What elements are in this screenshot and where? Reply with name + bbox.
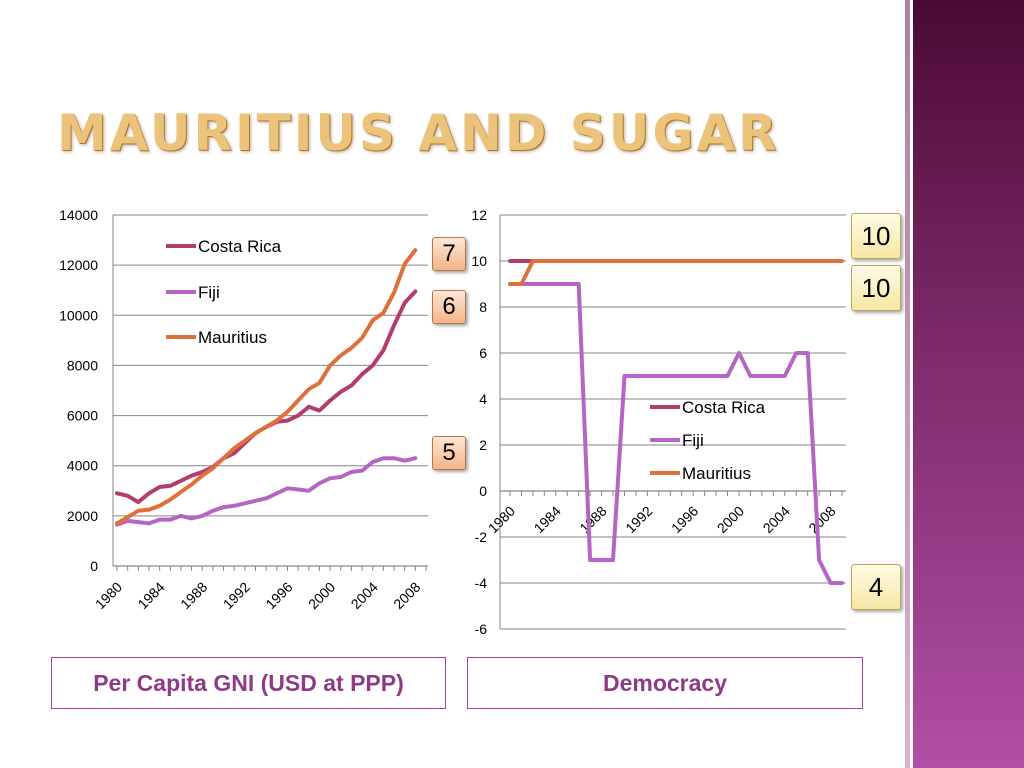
badge-mauritius-democracy: 10: [851, 265, 901, 311]
side-band: [913, 0, 1024, 768]
x-tick-label: 1988: [177, 579, 210, 612]
x-tick-label: 2004: [760, 503, 793, 536]
x-tick-label: 1996: [668, 503, 701, 536]
x-tick-label: 1992: [220, 579, 253, 612]
side-stripe: [905, 0, 910, 768]
x-tick-label: 1988: [576, 503, 609, 536]
legend-label-mauritius: Mauritius: [682, 464, 751, 483]
x-tick-label: 2008: [390, 579, 423, 612]
x-tick-label: 2004: [348, 579, 381, 612]
legend-label-costa-rica: Costa Rica: [198, 237, 282, 256]
caption-gni: Per Capita GNI (USD at PPP): [51, 657, 446, 709]
y-tick-label: 6000: [67, 408, 98, 424]
y-tick-label: 10000: [59, 307, 98, 323]
legend-label-fiji: Fiji: [682, 431, 704, 450]
legend-label-costa-rica: Costa Rica: [682, 398, 766, 417]
legend-label-mauritius: Mauritius: [198, 328, 267, 347]
y-tick-label: 8000: [67, 357, 98, 373]
y-tick-label: 14000: [59, 207, 98, 223]
y-tick-label: 0: [479, 483, 487, 499]
y-tick-label: 10: [471, 253, 487, 269]
y-tick-label: 4: [479, 391, 487, 407]
legend-label-fiji: Fiji: [198, 283, 220, 302]
x-tick-label: 1984: [134, 579, 167, 612]
badge-fiji-democracy: 4: [851, 564, 901, 610]
series-line-mauritius: [115, 248, 418, 526]
y-tick-label: -2: [475, 529, 488, 545]
x-tick-label: 2000: [305, 579, 338, 612]
x-tick-label: 1984: [531, 503, 564, 536]
x-tick-label: 2000: [714, 503, 747, 536]
badge-costa-rica-democracy: 10: [851, 213, 901, 259]
x-tick-label: 1980: [485, 503, 518, 536]
series-line-fiji: [508, 282, 844, 585]
badge-costa-rica-gni: 6: [432, 290, 466, 324]
y-tick-label: 12: [471, 207, 487, 223]
series-line-fiji: [115, 456, 418, 527]
y-tick-label: 2: [479, 437, 487, 453]
caption-democracy: Democracy: [467, 657, 863, 709]
y-tick-label: -4: [475, 575, 488, 591]
x-tick-label: 1996: [262, 579, 295, 612]
y-tick-label: 4000: [67, 458, 98, 474]
y-tick-label: 12000: [59, 257, 98, 273]
x-tick-label: 1992: [622, 503, 655, 536]
y-tick-label: 0: [90, 558, 98, 574]
chart-gni: 0 2000 4000 6000 8000 10000 12000 14000 1980 1984…: [59, 207, 428, 612]
slide-title: MAURITIUS AND SUGAR: [57, 104, 780, 162]
x-tick-label: 2008: [805, 503, 838, 536]
y-tick-label: 6: [479, 345, 487, 361]
y-tick-label: -6: [475, 621, 488, 637]
y-tick-label: 8: [479, 299, 487, 315]
x-tick-label: 1980: [92, 579, 125, 612]
badge-mauritius-gni: 7: [432, 237, 466, 271]
badge-fiji-gni: 5: [432, 436, 466, 470]
chart-democracy: -6 -4 -2 0 2 4 6 8 10 12 1980 1984 1988 1992 1996 2000 2…: [471, 207, 846, 637]
y-tick-label: 2000: [67, 508, 98, 524]
series-line-mauritius: [508, 259, 844, 286]
